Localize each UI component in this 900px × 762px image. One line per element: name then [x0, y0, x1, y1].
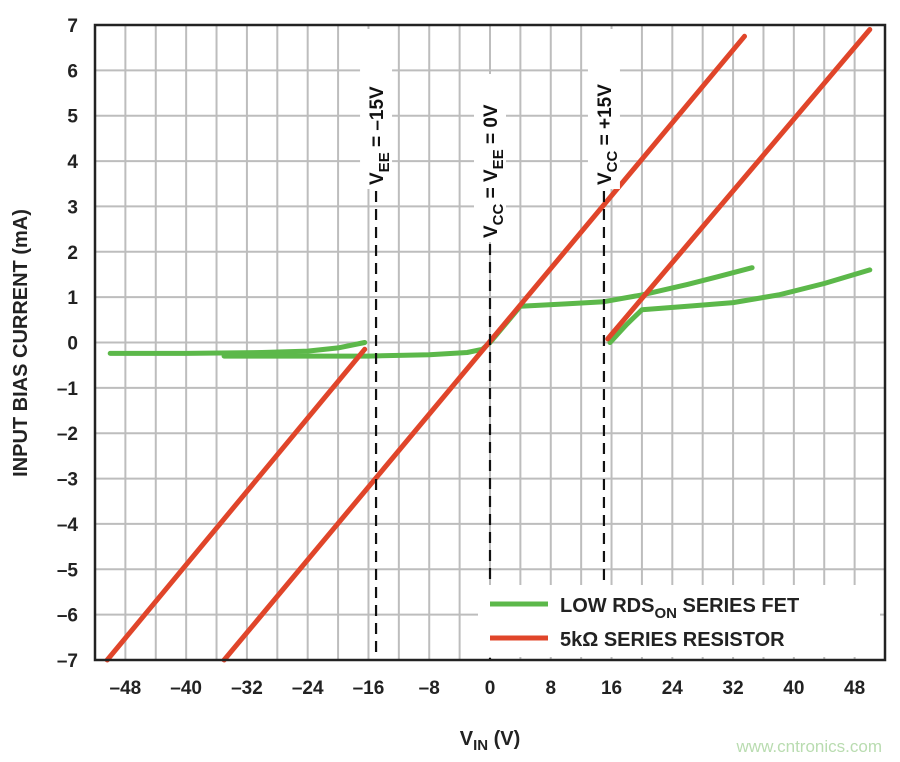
legend: LOW RDSON SERIES FET 5kΩ SERIES RESISTOR [478, 585, 880, 657]
y-tick-label: 5 [67, 107, 78, 128]
y-tick-label: 4 [67, 152, 78, 173]
subscript: EE [376, 152, 393, 172]
x-tick-label: –24 [292, 678, 324, 699]
y-tick-label: –2 [57, 424, 78, 445]
x-tick-label: –40 [170, 678, 202, 699]
supply-annotation-label: VCC = VEE = 0V [481, 104, 507, 238]
y-tick-label: –5 [57, 560, 79, 581]
y-tick-label: 3 [67, 197, 78, 218]
y-tick-label: 7 [67, 16, 78, 37]
x-tick-label: 24 [662, 678, 684, 699]
annotation-background [360, 29, 393, 189]
legend-label-fet: LOW RDSON SERIES FET [560, 595, 799, 622]
x-tick-label: 40 [783, 678, 804, 699]
legend-background [478, 585, 880, 657]
y-tick-label: 1 [67, 288, 78, 309]
x-tick-label: –32 [231, 678, 263, 699]
x-tick-label: –16 [353, 678, 385, 699]
fet-series-line [607, 267, 873, 345]
y-tick-label: –1 [57, 379, 79, 400]
subscript: CC [604, 150, 621, 172]
y-tick-label: –3 [57, 470, 78, 491]
label-text: = V [481, 169, 502, 204]
x-tick-label: –48 [110, 678, 142, 699]
annotation-background [474, 74, 506, 242]
label-text: = –15V [367, 86, 388, 152]
series-layer [104, 27, 873, 663]
y-tick-labels: 7 6 5 4 3 2 1 0 –1 –2 –3 –4 –5 –6 –7 [57, 16, 79, 672]
label-text: V [367, 172, 388, 185]
y-tick-label: –6 [57, 606, 78, 627]
resistor-series-line [221, 33, 747, 663]
x-tick-label: 16 [601, 678, 622, 699]
label-text: V [481, 225, 502, 238]
y-tick-label: 2 [67, 243, 78, 264]
x-axis-label: VIN (V) [460, 728, 521, 754]
y-tick-label: –4 [57, 515, 79, 536]
resistor-series-line [104, 346, 368, 663]
x-tick-label: 8 [545, 678, 556, 699]
resistor-series-line [605, 27, 873, 342]
y-tick-label: –7 [57, 651, 78, 672]
legend-label-resistor: 5kΩ SERIES RESISTOR [560, 629, 785, 651]
annotation-background [587, 29, 620, 189]
x-tick-label: –8 [419, 678, 440, 699]
label-text: = +15V [595, 84, 616, 151]
y-tick-label: 0 [67, 334, 78, 355]
subscript: CC [490, 203, 507, 225]
x-tick-label: 48 [844, 678, 865, 699]
subscript: EE [490, 149, 507, 169]
x-tick-label: 32 [723, 678, 744, 699]
plot-frame [93, 23, 887, 662]
supply-annotation-label: VEE = –15V [367, 86, 393, 185]
label-text: V [595, 172, 616, 185]
y-tick-label: 6 [67, 61, 78, 82]
y-axis-label: INPUT BIAS CURRENT (mA) [10, 209, 32, 477]
fet-series-line [107, 340, 368, 356]
x-tick-label: 0 [485, 678, 496, 699]
supply-annotation-label: VCC = +15V [595, 84, 621, 185]
x-tick-labels: –48 –40 –32 –24 –16 –8 0 8 16 24 32 40 48 [110, 678, 866, 699]
label-text: = 0V [481, 104, 502, 149]
watermark: www.cntronics.com [736, 737, 882, 756]
